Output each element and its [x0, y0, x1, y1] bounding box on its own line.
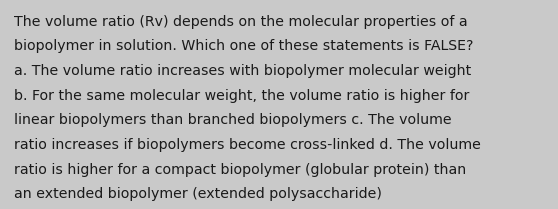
Text: a. The volume ratio increases with biopolymer molecular weight: a. The volume ratio increases with biopo… [14, 64, 471, 78]
Text: ratio is higher for a compact biopolymer (globular protein) than: ratio is higher for a compact biopolymer… [14, 163, 466, 177]
Text: biopolymer in solution. Which one of these statements is FALSE?: biopolymer in solution. Which one of the… [14, 39, 473, 53]
Text: b. For the same molecular weight, the volume ratio is higher for: b. For the same molecular weight, the vo… [14, 89, 469, 103]
Text: an extended biopolymer (extended polysaccharide): an extended biopolymer (extended polysac… [14, 187, 382, 201]
Text: The volume ratio (Rv) depends on the molecular properties of a: The volume ratio (Rv) depends on the mol… [14, 15, 468, 29]
Text: ratio increases if biopolymers become cross-linked d. The volume: ratio increases if biopolymers become cr… [14, 138, 481, 152]
Text: linear biopolymers than branched biopolymers c. The volume: linear biopolymers than branched biopoly… [14, 113, 451, 127]
